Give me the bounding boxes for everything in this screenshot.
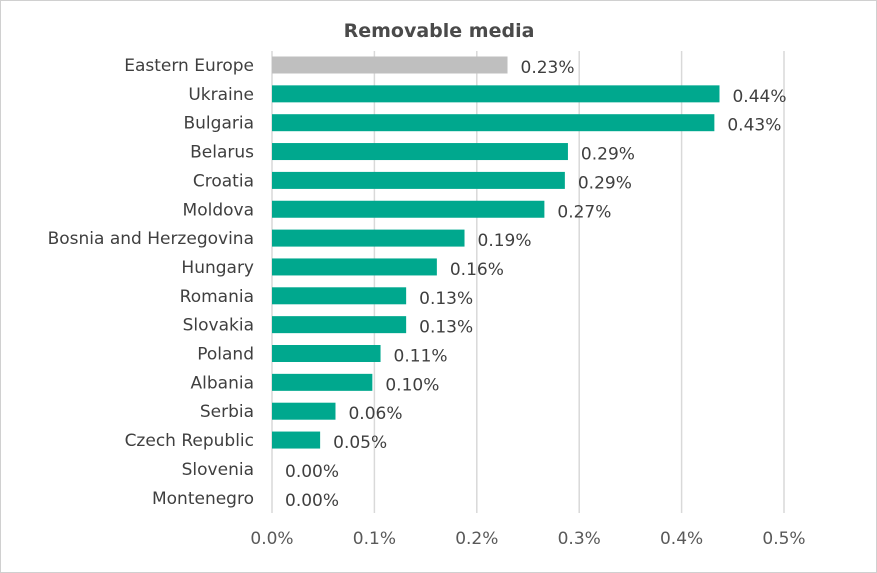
data-label: 0.05% [333, 433, 387, 453]
bar [272, 85, 720, 103]
x-tick-label: 0.4% [660, 529, 703, 549]
data-label: 0.44% [732, 87, 786, 107]
data-label: 0.11% [394, 347, 448, 367]
category-label: Slovenia [182, 460, 254, 480]
bar [272, 402, 336, 420]
category-label: Poland [197, 345, 254, 365]
value-labels: 0.23% 0.44% 0.43% 0.29% 0.29% 0.27% 0.19% 0.16%… [285, 58, 787, 511]
data-label: 0.00% [285, 462, 339, 482]
bar [272, 114, 715, 132]
x-tick-label: 0.0% [250, 529, 293, 549]
data-label: 0.27% [557, 202, 611, 222]
bar [272, 171, 565, 189]
category-label: Croatia [193, 171, 254, 191]
data-label: 0.29% [578, 173, 632, 193]
bars [272, 56, 720, 449]
x-axis-ticks: 0.0% 0.1% 0.2% 0.3% 0.4% 0.5% [250, 529, 805, 549]
bar [272, 431, 321, 449]
x-tick-label: 0.5% [762, 529, 805, 549]
data-label: 0.13% [419, 318, 473, 338]
bar [272, 229, 465, 247]
x-tick-label: 0.1% [353, 529, 396, 549]
data-label: 0.29% [581, 145, 635, 165]
x-tick-label: 0.3% [558, 529, 601, 549]
category-label: Montenegro [152, 489, 254, 509]
category-label: Bosnia and Herzegovina [48, 229, 254, 249]
bar [272, 258, 437, 276]
data-label: 0.10% [385, 375, 439, 395]
chart-title: Removable media [344, 20, 535, 42]
bar [272, 373, 373, 391]
data-label: 0.23% [521, 58, 575, 78]
category-labels: Eastern Europe Ukraine Bulgaria Belarus Croa… [48, 56, 255, 509]
bar [272, 287, 407, 305]
data-label: 0.13% [419, 289, 473, 309]
category-label: Ukraine [188, 85, 254, 105]
x-tick-label: 0.2% [455, 529, 498, 549]
category-label: Albania [191, 373, 254, 393]
category-label: Moldova [183, 200, 254, 220]
data-label: 0.00% [285, 491, 339, 511]
category-label: Eastern Europe [124, 56, 254, 76]
data-label: 0.06% [348, 404, 402, 424]
category-label: Romania [180, 287, 254, 307]
bar [272, 56, 508, 74]
category-label: Serbia [200, 402, 254, 422]
category-label: Slovakia [183, 316, 254, 336]
category-label: Czech Republic [125, 431, 254, 451]
bar [272, 316, 407, 334]
data-label: 0.16% [450, 260, 504, 280]
data-label: 0.43% [727, 116, 781, 136]
bar [272, 143, 568, 161]
category-label: Belarus [190, 143, 254, 163]
data-label: 0.19% [478, 231, 532, 251]
category-label: Bulgaria [184, 114, 255, 134]
bar [272, 200, 545, 218]
category-label: Hungary [181, 258, 254, 278]
bar [272, 345, 381, 362]
